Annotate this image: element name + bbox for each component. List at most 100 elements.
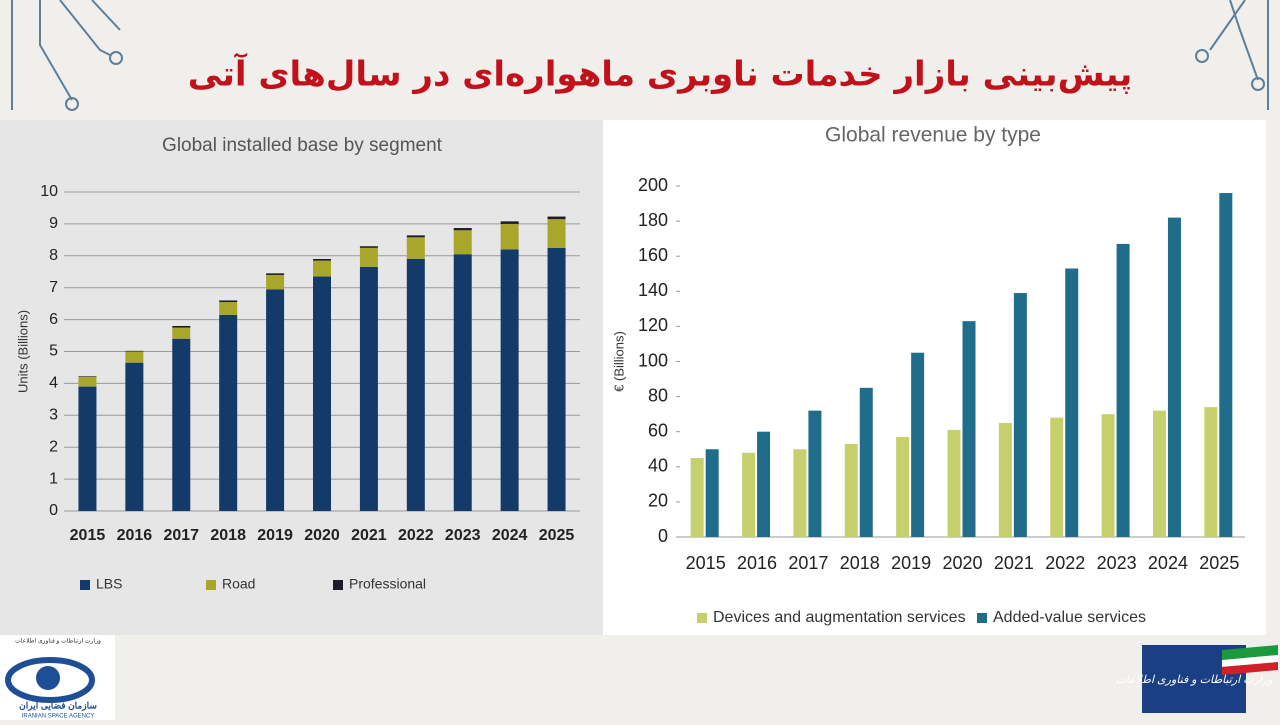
bar-segment	[266, 289, 285, 511]
bar-segment	[172, 325, 191, 328]
bar	[1116, 243, 1130, 538]
y-tick-label: 4	[49, 375, 58, 392]
x-tick-label: 2019	[257, 527, 293, 544]
bar	[742, 452, 756, 537]
x-tick-label: 2017	[163, 527, 199, 544]
y-axis-label: € (Billions)	[611, 331, 626, 392]
x-tick-label: 2015	[686, 553, 726, 573]
logo-text: وزارت ارتباطات و فناوری اطلاعات	[15, 638, 101, 645]
y-tick-label: 40	[648, 456, 668, 476]
y-tick-label: 6	[49, 311, 58, 328]
x-tick-label: 2022	[1045, 553, 1085, 573]
y-tick-label: 20	[648, 491, 668, 511]
bar-segment	[547, 219, 566, 248]
bar-segment	[78, 377, 97, 387]
bar	[757, 431, 771, 537]
x-tick-label: 2022	[398, 527, 434, 544]
bar-segment	[406, 235, 425, 238]
bar-segment	[172, 327, 191, 339]
bar	[947, 429, 961, 537]
bar-segment	[547, 247, 566, 511]
legend-swatch	[977, 613, 987, 623]
bar-segment	[219, 302, 238, 315]
bar-segment	[453, 254, 472, 511]
y-tick-label: 100	[638, 350, 668, 370]
y-tick-label: 180	[638, 210, 668, 230]
bar-segment	[125, 350, 144, 352]
x-tick-label: 2023	[445, 527, 481, 544]
bar	[1013, 293, 1027, 537]
chart-title: Global installed base by segment	[162, 135, 443, 156]
bar-segment	[313, 276, 331, 511]
x-tick-label: 2018	[840, 553, 880, 573]
bar-segment	[359, 247, 378, 267]
legend-swatch	[206, 580, 216, 590]
bar-segment	[266, 274, 285, 290]
y-tick-label: 160	[638, 245, 668, 265]
y-tick-label: 0	[658, 526, 668, 546]
bar-segment	[125, 362, 144, 511]
bar	[998, 422, 1012, 537]
bar	[1167, 217, 1181, 537]
logo-text: IRANIAN SPACE AGENCY	[22, 714, 95, 720]
bar	[705, 449, 719, 537]
x-tick-label: 2016	[117, 527, 153, 544]
bar	[859, 387, 873, 537]
bar-segment	[219, 314, 238, 511]
x-tick-label: 2024	[492, 527, 528, 544]
y-tick-label: 10	[40, 183, 58, 200]
y-tick-label: 60	[648, 420, 668, 440]
y-tick-label: 80	[648, 385, 668, 405]
bar-segment	[313, 258, 331, 261]
logo-right: وزارت ارتباطات و فناوری اطلاعات	[1115, 645, 1278, 713]
bar-segment	[266, 273, 285, 275]
bar-segment	[406, 258, 425, 511]
bar-segment	[500, 249, 519, 512]
logo-left: وزارت ارتباطات و فناوری اطلاعات سازمان ف…	[0, 635, 115, 720]
y-tick-label: 1	[49, 470, 58, 487]
bar	[962, 321, 976, 537]
bar-segment	[78, 376, 97, 378]
x-tick-label: 2025	[1199, 553, 1239, 573]
chart-title: Global revenue by type	[825, 124, 1041, 147]
bar-segment	[219, 300, 238, 303]
legend-label: Road	[222, 576, 255, 592]
x-tick-label: 2019	[891, 553, 931, 573]
bar	[793, 449, 807, 537]
legend-swatch	[80, 580, 90, 590]
bar	[808, 410, 822, 537]
y-axis-label: Units (Billions)	[15, 310, 30, 393]
x-tick-label: 2018	[210, 527, 246, 544]
y-tick-label: 9	[49, 215, 58, 232]
slide-title: پیش‌بینی بازار خدمات ناوبری ماهواره‌ای د…	[188, 53, 1133, 95]
bar-segment	[313, 260, 331, 277]
bar	[911, 352, 925, 537]
legend-swatch	[333, 580, 343, 590]
bar-segment	[359, 246, 378, 248]
x-tick-label: 2016	[737, 553, 777, 573]
bar	[844, 443, 858, 537]
bar	[1050, 417, 1064, 537]
bar-segment	[78, 386, 97, 511]
y-tick-label: 0	[49, 502, 58, 519]
logo-text: وزارت ارتباطات و فناوری اطلاعات	[1115, 674, 1272, 686]
legend-swatch	[697, 613, 707, 623]
y-tick-label: 3	[49, 407, 58, 424]
bar	[1152, 410, 1166, 537]
x-tick-label: 2024	[1148, 553, 1188, 573]
x-tick-label: 2020	[304, 527, 340, 544]
legend-label: Added-value services	[993, 609, 1146, 626]
bar-segment	[453, 230, 472, 255]
bar	[1101, 414, 1115, 537]
x-tick-label: 2020	[942, 553, 982, 573]
bar	[1219, 193, 1233, 537]
bar	[896, 436, 910, 537]
bar-segment	[406, 237, 425, 259]
y-tick-label: 120	[638, 315, 668, 335]
x-tick-label: 2021	[994, 553, 1034, 573]
bar-segment	[547, 216, 566, 220]
bar	[1065, 268, 1079, 537]
decoration	[11, 0, 1269, 111]
